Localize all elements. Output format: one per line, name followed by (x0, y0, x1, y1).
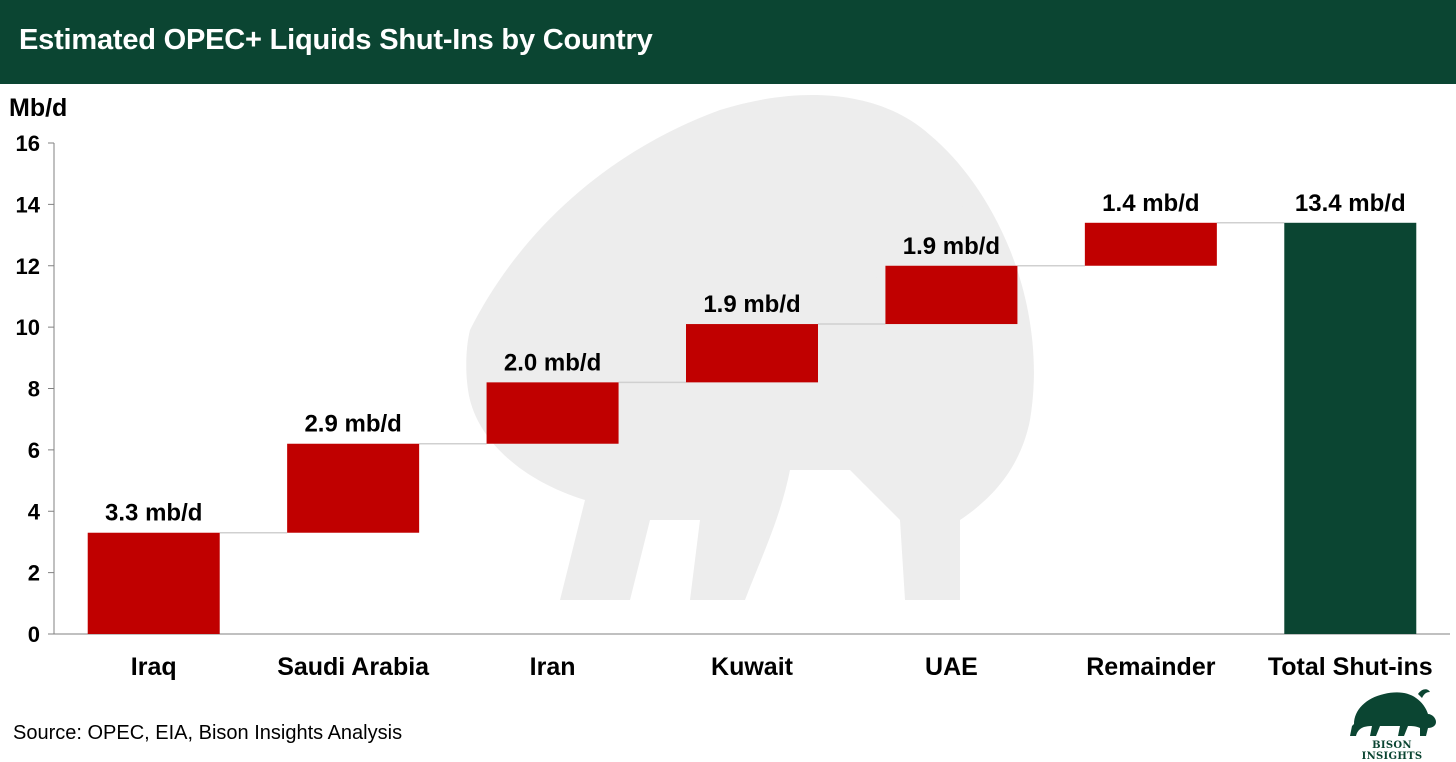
data-label: 1.9 mb/d (703, 291, 800, 318)
bar-iran (486, 382, 619, 444)
data-label: 13.4 mb/d (1295, 190, 1406, 217)
bar-kuwait (686, 324, 818, 383)
bar-remainder (1084, 222, 1217, 266)
bar-uae (885, 265, 1018, 325)
x-tick-label: Total Shut-ins (1268, 653, 1433, 681)
y-axis-label: Mb/d (9, 94, 68, 122)
y-tick-label: 16 (16, 131, 40, 156)
y-tick-label: 6 (28, 438, 40, 463)
bar-saudi-arabia (287, 443, 420, 533)
y-tick-label: 0 (28, 622, 40, 647)
x-tick-label: Remainder (1086, 653, 1215, 681)
data-label: 2.9 mb/d (304, 411, 401, 438)
x-tick-label: Kuwait (711, 653, 794, 681)
x-tick-label: Saudi Arabia (277, 653, 430, 681)
title-bar: Estimated OPEC+ Liquids Shut-Ins by Coun… (0, 0, 1456, 84)
data-label: 2.0 mb/d (504, 349, 601, 376)
y-tick-label: 2 (28, 561, 40, 586)
bison-insights-logo: BISON INSIGHTS (1340, 684, 1444, 762)
data-label: 1.4 mb/d (1102, 190, 1199, 217)
y-tick-label: 8 (28, 377, 40, 402)
data-label: 1.9 mb/d (903, 233, 1000, 260)
y-tick-label: 4 (28, 499, 41, 524)
chart-title: Estimated OPEC+ Liquids Shut-Ins by Coun… (19, 24, 653, 56)
y-tick-label: 10 (16, 315, 40, 340)
data-label: 3.3 mb/d (105, 500, 202, 527)
y-tick-label: 12 (16, 254, 40, 279)
logo-text: BISON INSIGHTS (1361, 740, 1423, 762)
x-tick-label: UAE (925, 653, 978, 681)
bar-iraq (87, 532, 220, 634)
x-tick-label: Iraq (131, 653, 177, 681)
y-tick-label: 14 (16, 192, 41, 217)
x-tick-label: Iran (530, 653, 576, 681)
bar-total-shut-ins (1284, 222, 1417, 634)
source-note: Source: OPEC, EIA, Bison Insights Analys… (13, 722, 403, 744)
bison-icon (1350, 689, 1436, 736)
